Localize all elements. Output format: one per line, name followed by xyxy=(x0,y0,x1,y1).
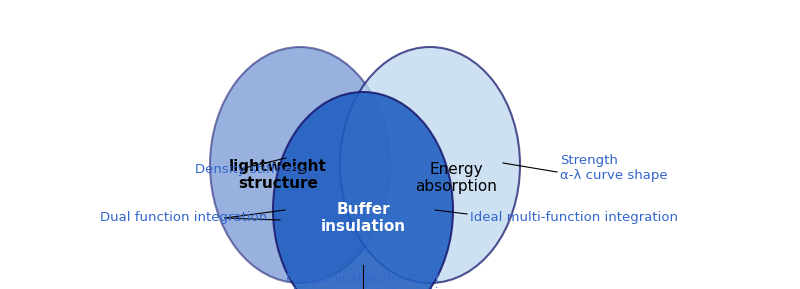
Text: Ideal multi-function integration: Ideal multi-function integration xyxy=(470,212,678,225)
Ellipse shape xyxy=(273,92,453,289)
Text: lightweight
structure: lightweight structure xyxy=(229,159,327,191)
Text: Dual function integration: Dual function integration xyxy=(100,212,267,225)
Text: Strength
α-λ curve shape: Strength α-λ curve shape xyxy=(560,154,668,182)
Text: Mechanical buffer heat
exchange sound absorption: Mechanical buffer heat exchange sound ab… xyxy=(270,272,455,289)
Ellipse shape xyxy=(210,47,390,283)
Text: Energy
absorption: Energy absorption xyxy=(415,162,497,194)
Text: Density stiffness: Density stiffness xyxy=(195,164,306,177)
Ellipse shape xyxy=(340,47,520,283)
Text: Buffer
insulation: Buffer insulation xyxy=(321,202,406,234)
